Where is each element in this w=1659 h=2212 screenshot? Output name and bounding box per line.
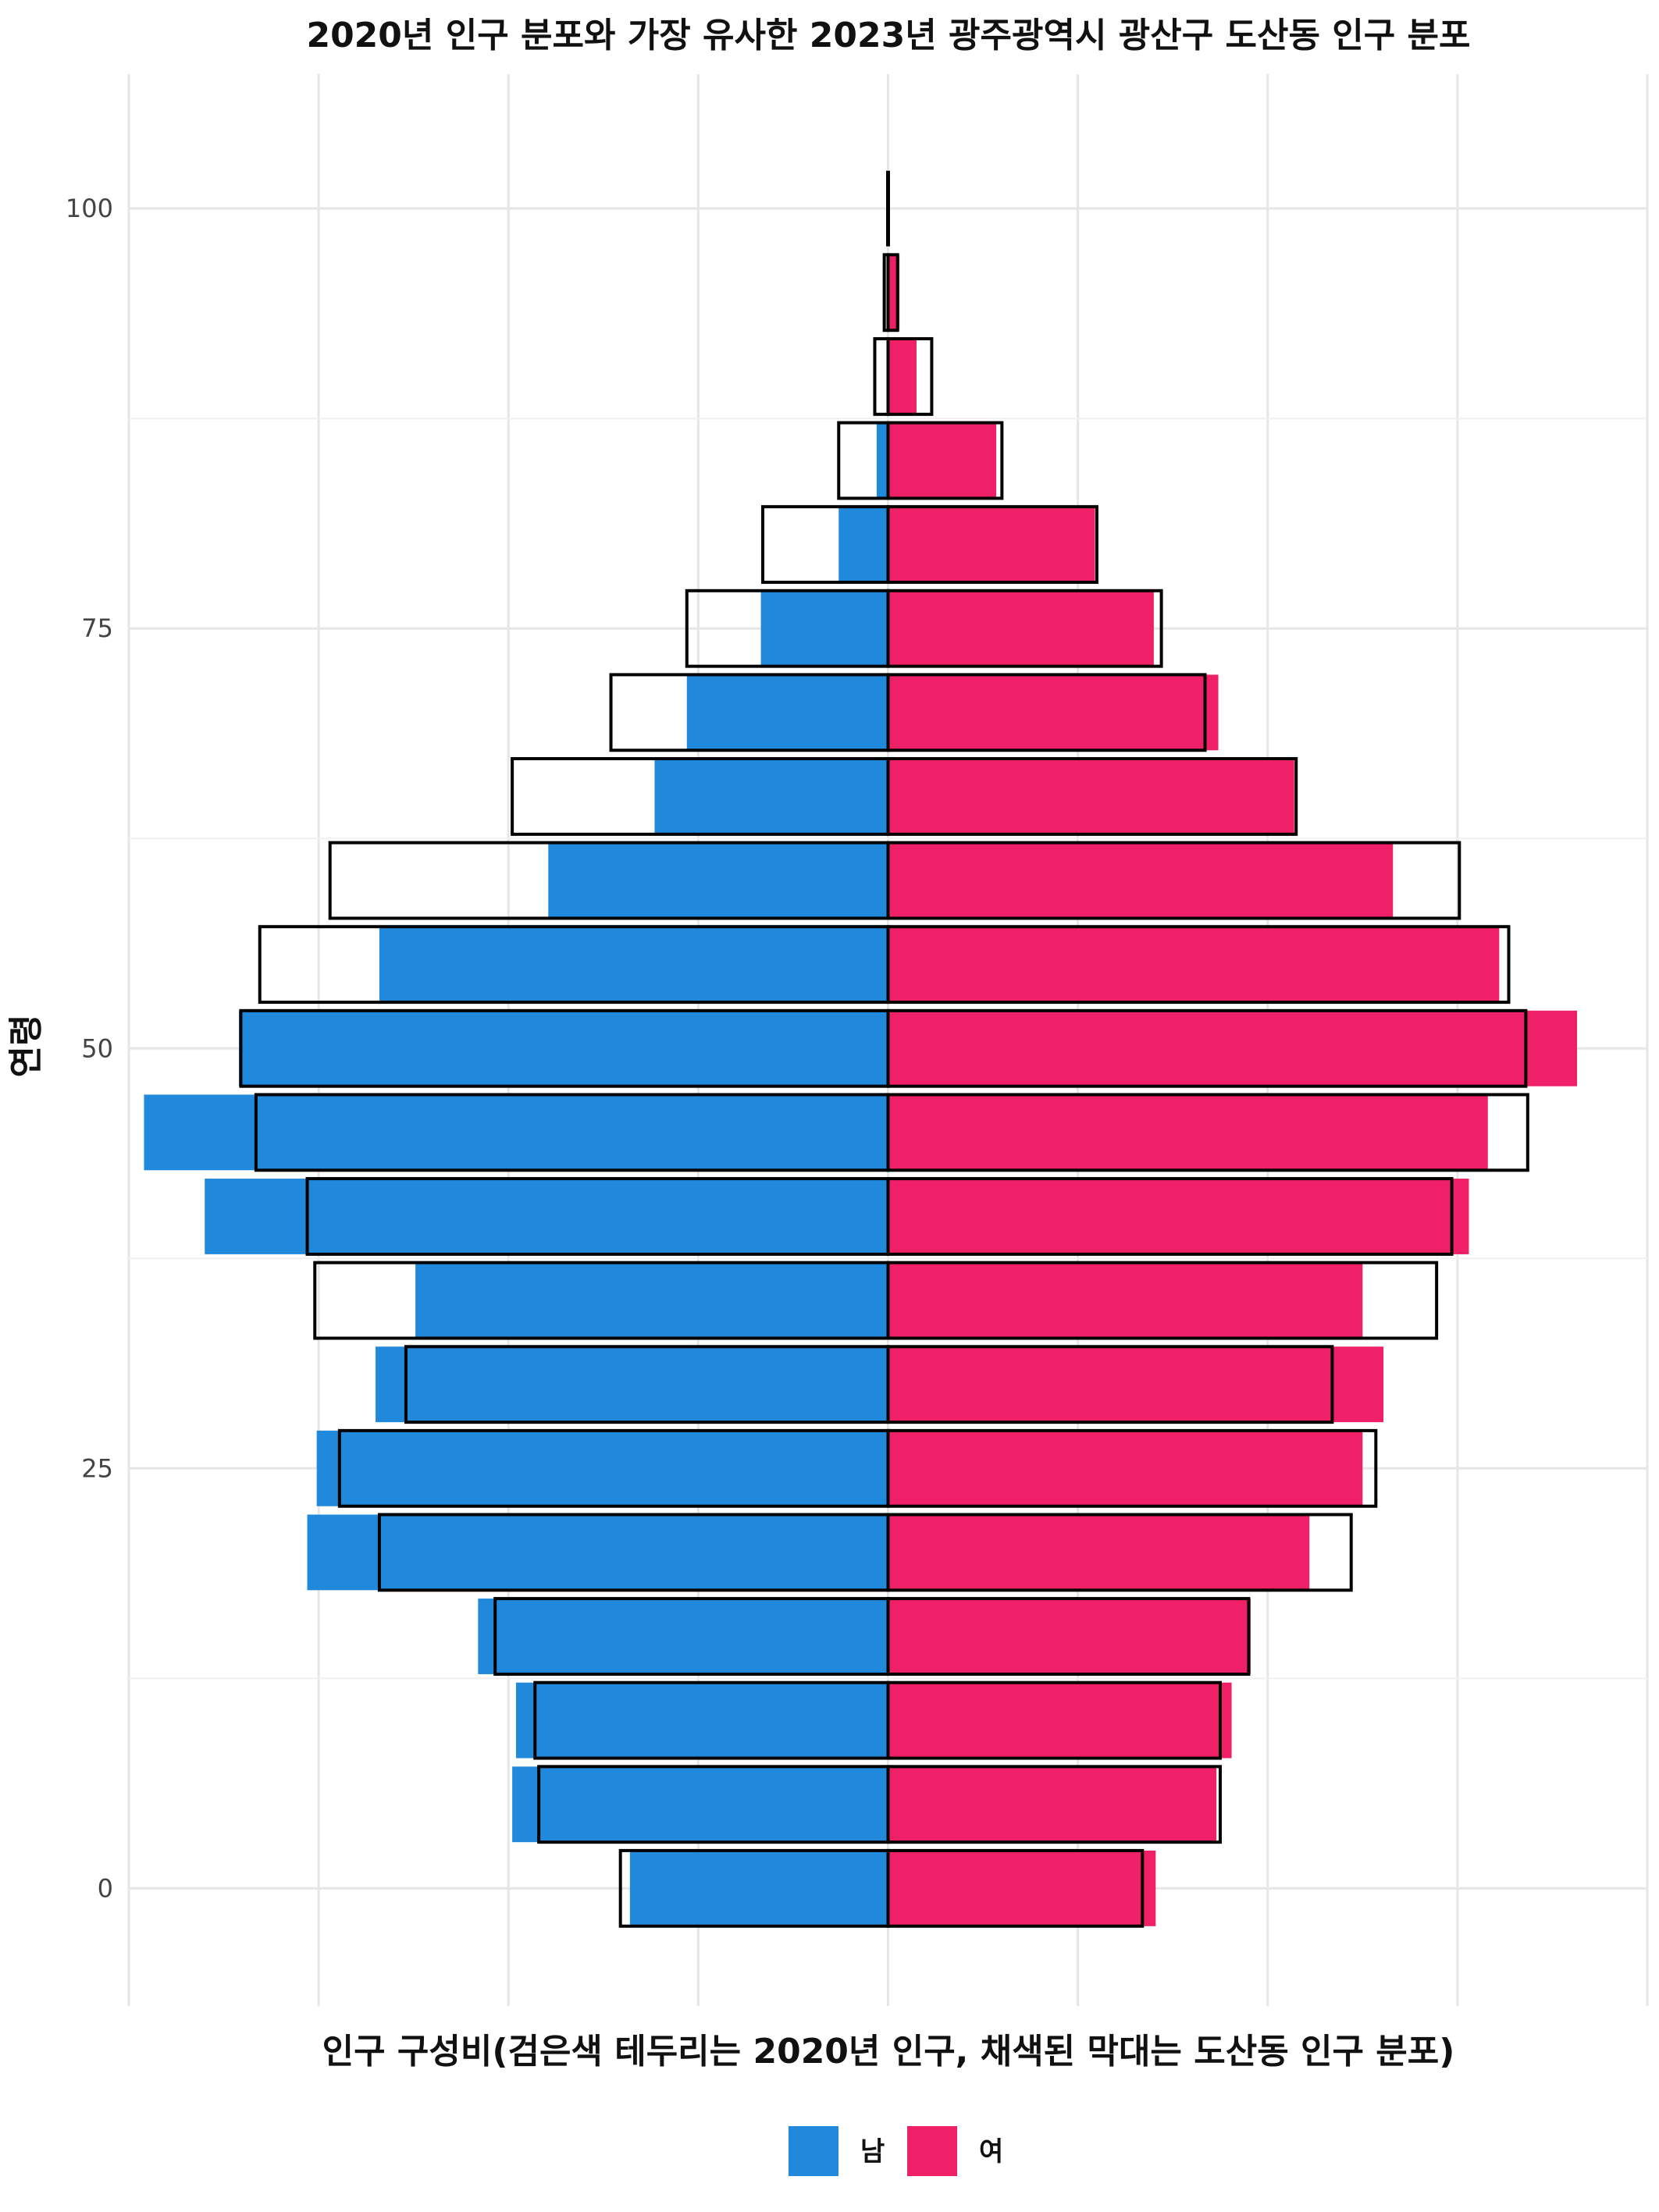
outline-female-2020-80 [886,505,1098,585]
bar-male-50 [239,1010,888,1086]
bar-female-10 [888,1682,1232,1759]
bar-female-65 [888,759,1294,834]
bar-female-90 [888,338,917,414]
bar-female-70 [888,674,1219,751]
bar-female-55 [888,926,1500,1003]
bar-male-35 [415,1262,888,1339]
y-axis-title: 연령 [6,1015,46,1078]
chart-title: 2020년 인구 분포와 가장 유사한 2023년 광주광역시 광산구 도산동 … [306,16,1470,55]
outline-female-2020-85 [886,421,1004,500]
bar-male-70 [686,674,888,751]
outline-female-2020-15 [886,1597,1251,1676]
bar-female-75 [888,590,1154,667]
bar-female-15 [888,1599,1251,1674]
outline-female-2020-20 [886,1513,1353,1592]
outline-female-2020-30 [886,1345,1334,1424]
bar-male-0 [629,1850,888,1926]
outline-female-2020-55 [886,925,1511,1005]
outline-female-2020-5 [886,1765,1222,1844]
outline-female-2020-35 [886,1261,1439,1340]
bar-female-60 [888,842,1394,919]
legend-label-male: 남 [860,2136,885,2168]
bar-male-25 [316,1430,888,1506]
bar-male-10 [515,1682,888,1759]
bar-male-55 [379,926,888,1003]
bar-female-50 [888,1010,1578,1086]
y-tick-label: 100 [66,194,113,223]
bar-female-35 [888,1262,1363,1339]
outline-bars-2020 [239,170,1529,1928]
outline-female-2020-0 [886,1848,1145,1928]
bar-male-60 [548,842,888,919]
outline-female-2020-60 [886,841,1461,920]
outline-female-2020-90 [886,336,934,416]
y-tick-label: 75 [81,613,113,643]
outline-female-2020-25 [886,1428,1378,1508]
legend-swatch-female [907,2126,957,2176]
legend-swatch-male [789,2126,838,2176]
bar-female-80 [888,507,1095,583]
outline-female-2020-10 [886,1680,1222,1760]
bar-male-75 [760,590,888,667]
bar-male-5 [512,1766,888,1843]
y-axis-ticks: 0 25 50 75 100 [66,194,113,1903]
bar-female-40 [888,1179,1469,1254]
outline-female-2020-95 [886,253,899,333]
y-tick-label: 50 [81,1033,113,1063]
bar-female-20 [888,1514,1310,1591]
bar-male-40 [205,1179,888,1254]
bar-female-45 [888,1094,1488,1171]
y-tick-label: 25 [81,1453,113,1483]
outline-female-2020-45 [886,1093,1529,1172]
legend-label-female: 여 [979,2136,1003,2168]
bar-female-25 [888,1430,1363,1506]
bar-female-85 [888,422,997,499]
bar-male-65 [654,759,888,834]
outline-female-2020-75 [886,589,1163,668]
bar-male-20 [307,1514,888,1591]
y-tick-label: 0 [98,1873,113,1903]
outline-female-2020-65 [886,757,1298,836]
filled-bars [144,254,1578,1926]
outline-female-2020-50 [886,1008,1528,1088]
x-axis-title: 인구 구성비(검은색 테두리는 2020년 인구, 채색된 막대는 도산동 인구… [322,2032,1455,2072]
bar-male-45 [144,1094,888,1171]
bar-female-30 [888,1346,1384,1423]
bar-female-0 [888,1850,1156,1926]
bar-male-80 [838,507,888,583]
bar-male-85 [876,422,888,499]
outline-female-2020-40 [886,1177,1454,1256]
legend: 남 여 [789,2126,1003,2176]
bar-male-15 [478,1599,888,1674]
outline-female-2020-70 [886,673,1207,752]
bar-female-5 [888,1766,1217,1843]
bar-male-30 [376,1346,888,1423]
